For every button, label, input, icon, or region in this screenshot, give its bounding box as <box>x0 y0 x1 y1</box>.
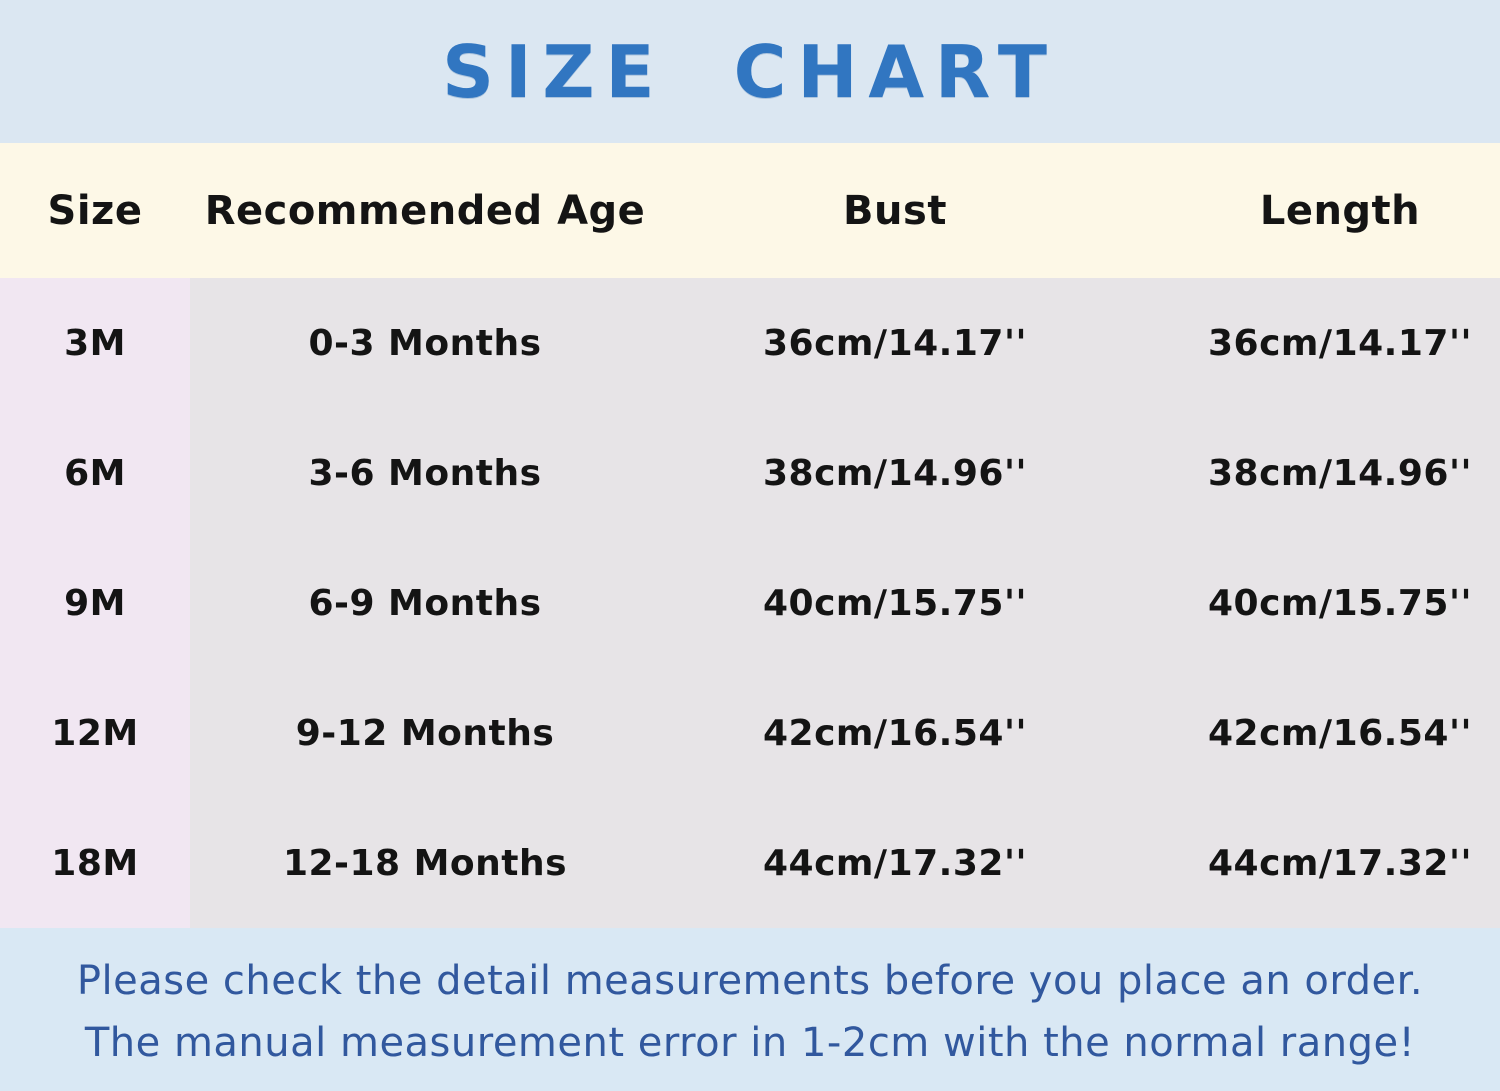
column-header-length: Length <box>1259 187 1421 234</box>
cell-length: 38cm/14.96'' <box>1207 452 1472 494</box>
table-row: 6M 3-6 Months 38cm/14.96'' 38cm/14.96'' <box>0 408 1500 538</box>
cell-bust: 40cm/15.75'' <box>762 582 1027 624</box>
table-row: 3M 0-3 Months 36cm/14.17'' 36cm/14.17'' <box>0 278 1500 408</box>
cell-bust: 42cm/16.54'' <box>762 712 1027 754</box>
cell-size: 9M <box>0 538 190 668</box>
cell-bust: 38cm/14.96'' <box>762 452 1027 494</box>
column-header-bust: Bust <box>843 187 947 234</box>
page-title: SIZE CHART <box>442 29 1058 114</box>
footer-note-line-2: The manual measurement error in 1-2cm wi… <box>84 1019 1416 1066</box>
cell-length: 36cm/14.17'' <box>1207 322 1472 364</box>
footer-note-line-1: Please check the detail measurements bef… <box>76 957 1424 1004</box>
cell-length: 40cm/15.75'' <box>1207 582 1472 624</box>
table-row: 18M 12-18 Months 44cm/17.32'' 44cm/17.32… <box>0 798 1500 928</box>
cell-age: 12-18 Months <box>282 842 568 884</box>
footer-note: Please check the detail measurements bef… <box>0 928 1500 1091</box>
table-row: 12M 9-12 Months 42cm/16.54'' 42cm/16.54'… <box>0 668 1500 798</box>
column-header-age: Recommended Age <box>204 187 646 234</box>
table-row: 9M 6-9 Months 40cm/15.75'' 40cm/15.75'' <box>0 538 1500 668</box>
cell-age: 0-3 Months <box>308 322 542 364</box>
size-table: Size Recommended Age Bust Length 3M 0-3 … <box>0 143 1500 928</box>
cell-bust: 36cm/14.17'' <box>762 322 1027 364</box>
cell-size: 3M <box>0 278 190 408</box>
cell-length: 44cm/17.32'' <box>1207 842 1472 884</box>
cell-bust: 44cm/17.32'' <box>762 842 1027 884</box>
title-banner: SIZE CHART <box>0 0 1500 143</box>
cell-size: 6M <box>0 408 190 538</box>
cell-size: 12M <box>0 668 190 798</box>
cell-length: 42cm/16.54'' <box>1207 712 1472 754</box>
cell-age: 6-9 Months <box>308 582 542 624</box>
column-header-size: Size <box>47 187 143 234</box>
cell-size: 18M <box>0 798 190 928</box>
table-header-row: Size Recommended Age Bust Length <box>0 143 1500 278</box>
cell-age: 9-12 Months <box>295 712 555 754</box>
cell-age: 3-6 Months <box>308 452 542 494</box>
